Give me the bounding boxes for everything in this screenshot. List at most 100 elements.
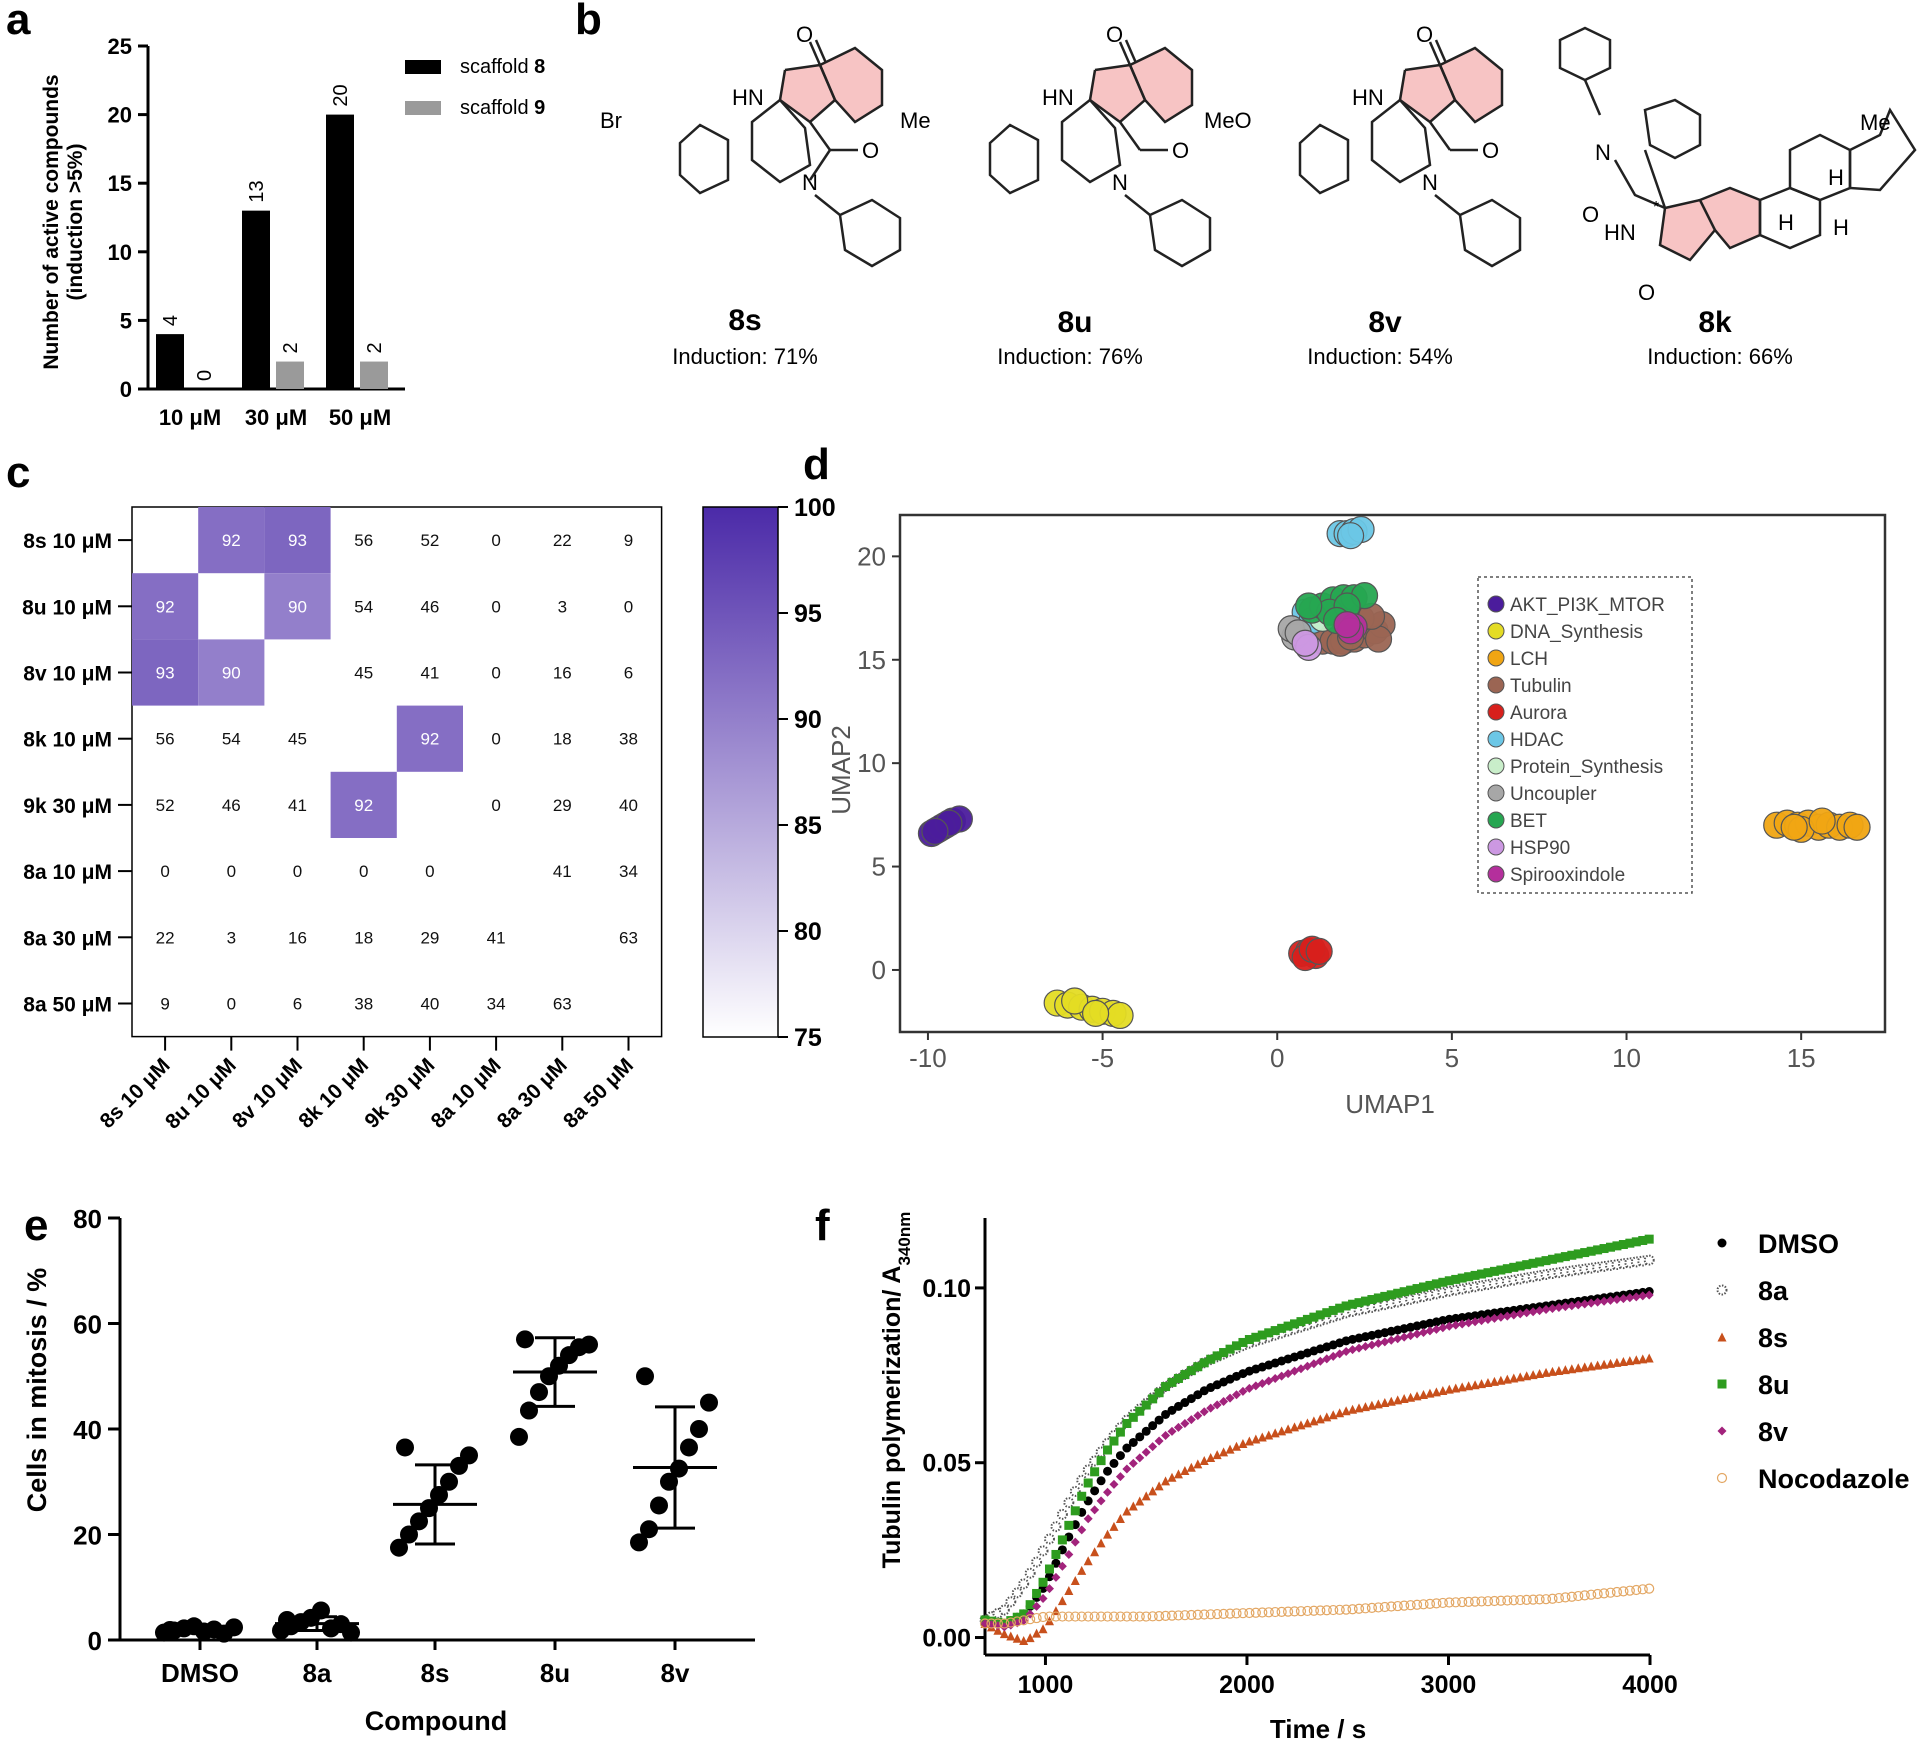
- row-label: 8a 50 μM: [23, 994, 112, 1017]
- curve-marker: [1090, 1547, 1100, 1557]
- curve-marker: [1005, 1617, 1016, 1628]
- curve-marker: [1238, 1386, 1248, 1396]
- curve-marker: [1606, 1295, 1616, 1305]
- heatmap-cell: [396, 705, 463, 772]
- heatmap-value: 45: [288, 730, 307, 749]
- heatmap-value: 90: [288, 597, 307, 616]
- curve-marker: [1212, 1400, 1222, 1410]
- curve-marker: [1502, 1374, 1512, 1384]
- curve-marker: [1477, 1269, 1487, 1279]
- curve-marker: [1064, 1549, 1074, 1559]
- stereo-star: *: [1653, 199, 1659, 216]
- curve-marker: [1018, 1615, 1029, 1626]
- panel-d-plot: -10 -5 0 5 10 15 0 5 10 15 20 AKT_PI3K_MTOR DNA_Synt…: [857, 513, 1887, 1073]
- heatmap-value: 0: [491, 531, 500, 550]
- curve-marker: [1166, 1610, 1178, 1621]
- atom-o: O: [796, 22, 813, 47]
- curve-marker: [1425, 1280, 1435, 1290]
- curve-marker: [1141, 1447, 1151, 1457]
- colorbar-tick-label: 90: [794, 706, 822, 734]
- curve-marker: [1367, 1400, 1377, 1410]
- y-tick-label: 15: [108, 171, 132, 196]
- curve-marker: [1547, 1303, 1557, 1313]
- curve-marker: [1109, 1458, 1119, 1468]
- series-dmso: [980, 1287, 1654, 1629]
- curve-marker: [1586, 1246, 1596, 1256]
- x-tick-label: 5: [1445, 1043, 1459, 1073]
- curve-marker: [1457, 1596, 1468, 1608]
- curve-marker: [1367, 1340, 1377, 1350]
- curve-marker: [1277, 1323, 1287, 1333]
- curve-marker: [1064, 1520, 1074, 1530]
- heatmap-value: 18: [553, 730, 572, 749]
- x-tick-label: 15: [1787, 1043, 1816, 1073]
- compound-induction-8k: Induction: 66%: [1647, 344, 1793, 369]
- curve-marker: [1231, 1608, 1242, 1619]
- panel-c: c 92 93 56 52 0 22 992 90 54 46 0 3 093 90 45 41 0 16 656 5…: [6, 448, 836, 1134]
- curve-marker: [1141, 1491, 1151, 1501]
- legend-swatch: [1487, 838, 1505, 856]
- curve-marker: [1237, 1608, 1249, 1619]
- curve-marker: [1451, 1320, 1461, 1330]
- data-point: [650, 1496, 668, 1515]
- curve-marker: [1482, 1596, 1494, 1607]
- curve-marker: [1528, 1370, 1538, 1380]
- legend-label: HDAC: [1510, 730, 1564, 751]
- legend-swatch: [1487, 811, 1505, 829]
- curve-marker: [1573, 1249, 1583, 1259]
- curve-marker: [1019, 1609, 1029, 1619]
- data-label: 2: [280, 342, 302, 353]
- y-tick-label: 80: [73, 1204, 102, 1234]
- curve-marker: [998, 1604, 1010, 1616]
- curve-marker: [1103, 1445, 1113, 1455]
- curve-marker: [1141, 1611, 1152, 1622]
- umap-point-lch: [1780, 813, 1808, 841]
- curve-marker: [1373, 1338, 1383, 1348]
- heatmap-value: 45: [354, 664, 373, 683]
- curve-marker: [1637, 1584, 1648, 1595]
- curve-marker: [1528, 1594, 1539, 1605]
- curve-marker: [1554, 1365, 1564, 1375]
- curve-marker: [1199, 1407, 1209, 1417]
- y-tick-label: 0: [872, 955, 886, 985]
- curve-marker: [1354, 1343, 1364, 1353]
- curve-marker: [1186, 1462, 1196, 1472]
- heatmap-value: 16: [288, 928, 307, 947]
- heatmap-cell: [264, 573, 331, 640]
- curve-marker: [1353, 1603, 1365, 1614]
- curve-marker: [1077, 1491, 1087, 1501]
- heatmap-value: 0: [425, 862, 434, 881]
- curve-marker: [1535, 1306, 1545, 1316]
- y-tick-label: 0.00: [922, 1625, 971, 1653]
- atom-hn: HN: [1352, 85, 1384, 110]
- curve-marker: [1406, 1331, 1416, 1341]
- row-label: 8a 10 μM: [23, 861, 112, 884]
- curve-marker: [1631, 1584, 1642, 1596]
- curve-marker: [1360, 1603, 1371, 1614]
- curve-marker: [1644, 1290, 1654, 1300]
- panel-d-ylabel: UMAP2: [826, 725, 856, 815]
- curve-marker: [1554, 1303, 1564, 1313]
- x-tick-label: 0: [1270, 1043, 1284, 1073]
- curve-marker: [1206, 1354, 1216, 1364]
- legend-label: Aurora: [1510, 703, 1567, 724]
- curve-marker: [1360, 1296, 1370, 1306]
- curve-marker: [1489, 1595, 1500, 1607]
- heatmap-value: 63: [619, 928, 638, 947]
- curve-marker: [1031, 1612, 1042, 1624]
- heatmap-value: 54: [222, 730, 241, 749]
- curve-marker: [1643, 1254, 1655, 1266]
- curve-marker: [1515, 1261, 1525, 1271]
- curve-marker: [1644, 1353, 1654, 1363]
- heatmap-value: 46: [222, 796, 241, 815]
- curve-marker: [1477, 1379, 1487, 1389]
- curve-marker: [1193, 1362, 1203, 1372]
- curve-marker: [1566, 1591, 1577, 1602]
- curve-marker: [1431, 1324, 1441, 1334]
- row-label: 8v 10 μM: [23, 663, 112, 686]
- panel-d-letter: d: [803, 440, 830, 489]
- compound-id-8u: 8u: [1057, 306, 1092, 339]
- row-label: 8a 30 μM: [23, 927, 112, 950]
- legend-marker: [1717, 1332, 1727, 1342]
- curve-marker: [1541, 1367, 1551, 1377]
